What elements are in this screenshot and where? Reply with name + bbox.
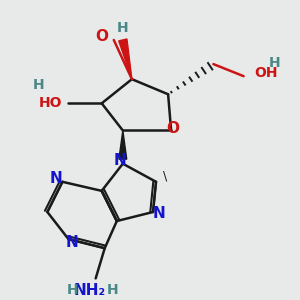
Text: N: N: [50, 171, 63, 186]
Text: H: H: [269, 56, 281, 70]
Text: N: N: [113, 153, 126, 168]
Text: HO: HO: [39, 96, 62, 110]
Text: H: H: [117, 21, 129, 35]
Text: N: N: [153, 206, 165, 221]
Text: H: H: [106, 284, 118, 298]
Text: H: H: [32, 78, 44, 92]
Text: H: H: [67, 284, 79, 298]
Polygon shape: [119, 130, 127, 159]
Polygon shape: [119, 39, 132, 79]
Text: \: \: [163, 169, 167, 182]
Text: NH₂: NH₂: [74, 283, 106, 298]
Text: O: O: [166, 122, 179, 136]
Text: N: N: [65, 235, 78, 250]
Text: OH: OH: [254, 66, 278, 80]
Text: O: O: [95, 29, 108, 44]
